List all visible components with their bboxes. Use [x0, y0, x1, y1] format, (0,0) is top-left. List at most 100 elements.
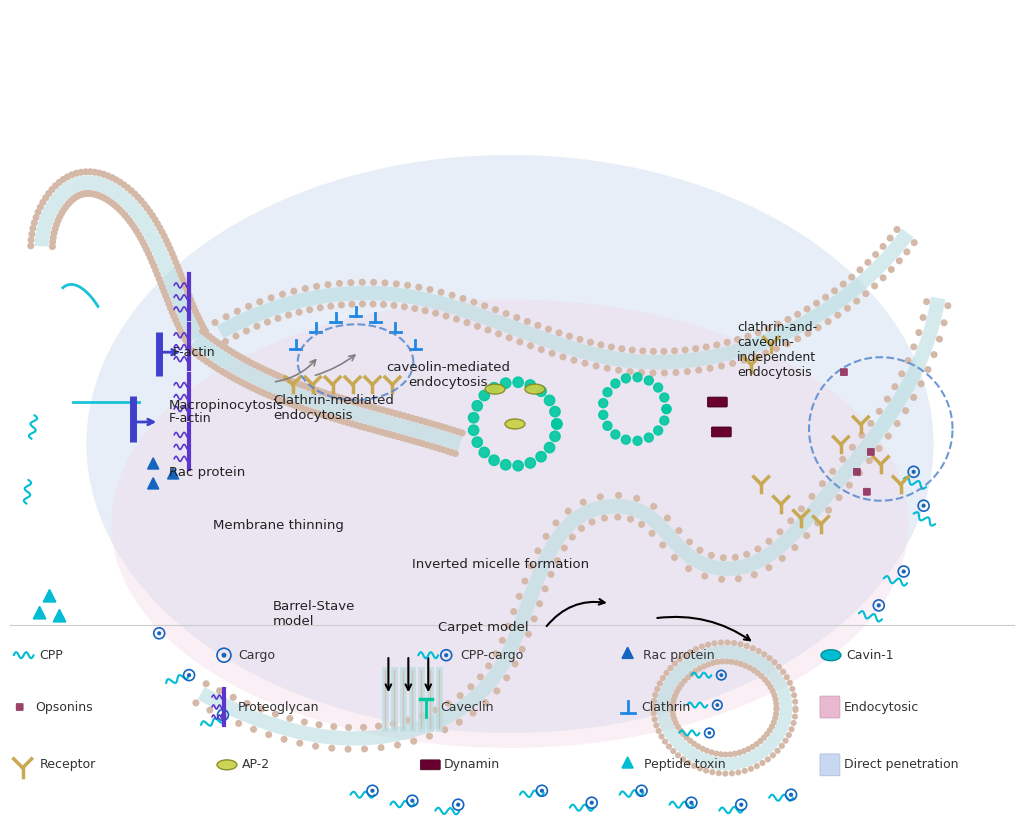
Circle shape	[232, 333, 240, 339]
Circle shape	[404, 716, 412, 724]
Circle shape	[432, 706, 439, 714]
Circle shape	[156, 275, 163, 282]
Circle shape	[481, 302, 488, 309]
Circle shape	[664, 515, 671, 521]
Circle shape	[710, 660, 716, 666]
Circle shape	[151, 263, 158, 269]
Circle shape	[578, 525, 585, 532]
Circle shape	[840, 280, 847, 288]
Text: Cargo: Cargo	[238, 649, 274, 661]
Circle shape	[670, 705, 676, 711]
Circle shape	[618, 345, 626, 352]
Circle shape	[856, 266, 863, 274]
Circle shape	[222, 370, 229, 377]
Circle shape	[660, 369, 668, 376]
Circle shape	[910, 344, 918, 350]
Circle shape	[201, 324, 207, 332]
Circle shape	[537, 600, 543, 607]
Circle shape	[944, 302, 951, 309]
Circle shape	[671, 716, 677, 722]
Circle shape	[411, 799, 414, 802]
Circle shape	[464, 319, 470, 326]
Circle shape	[769, 723, 775, 730]
Circle shape	[184, 289, 190, 295]
Circle shape	[659, 416, 669, 425]
Circle shape	[662, 404, 671, 414]
Circle shape	[527, 342, 535, 349]
Circle shape	[417, 417, 424, 424]
Circle shape	[780, 669, 786, 675]
Circle shape	[902, 570, 905, 573]
Circle shape	[728, 659, 734, 665]
Text: Carpet model: Carpet model	[438, 621, 528, 635]
Circle shape	[686, 539, 693, 545]
Circle shape	[161, 233, 168, 239]
Circle shape	[393, 280, 399, 288]
Circle shape	[281, 736, 288, 743]
Circle shape	[793, 706, 799, 711]
Circle shape	[137, 235, 144, 242]
Circle shape	[751, 571, 758, 578]
Circle shape	[329, 745, 335, 751]
Circle shape	[659, 541, 667, 549]
Circle shape	[121, 181, 127, 188]
Circle shape	[370, 279, 377, 286]
Circle shape	[773, 711, 779, 717]
Circle shape	[328, 303, 334, 309]
Circle shape	[164, 296, 171, 304]
Circle shape	[831, 287, 838, 294]
Circle shape	[287, 715, 293, 722]
Circle shape	[212, 338, 219, 345]
Circle shape	[187, 296, 195, 304]
Circle shape	[493, 651, 500, 657]
Circle shape	[793, 707, 799, 713]
Circle shape	[545, 395, 555, 405]
Circle shape	[174, 263, 181, 270]
Circle shape	[501, 460, 511, 470]
Circle shape	[582, 359, 589, 367]
Circle shape	[367, 403, 374, 410]
Circle shape	[672, 693, 678, 699]
Circle shape	[48, 186, 55, 193]
Circle shape	[447, 449, 455, 456]
Circle shape	[54, 217, 61, 224]
Circle shape	[691, 762, 697, 769]
Circle shape	[633, 436, 642, 445]
Circle shape	[752, 354, 759, 360]
Circle shape	[52, 183, 59, 189]
Circle shape	[668, 665, 674, 671]
Circle shape	[862, 290, 869, 297]
Circle shape	[896, 258, 903, 264]
Circle shape	[698, 644, 705, 650]
Circle shape	[840, 455, 846, 463]
Circle shape	[146, 254, 154, 261]
Circle shape	[633, 495, 640, 502]
Circle shape	[252, 361, 258, 369]
Circle shape	[872, 251, 880, 258]
Circle shape	[315, 721, 323, 728]
Circle shape	[322, 389, 329, 397]
Circle shape	[348, 420, 355, 427]
Circle shape	[654, 686, 660, 692]
Circle shape	[145, 250, 153, 258]
Circle shape	[344, 746, 351, 752]
Polygon shape	[35, 175, 203, 342]
Circle shape	[428, 443, 435, 450]
Circle shape	[416, 439, 423, 446]
Circle shape	[102, 195, 109, 202]
Circle shape	[332, 415, 339, 423]
Circle shape	[334, 394, 341, 400]
Circle shape	[755, 670, 761, 676]
Circle shape	[193, 350, 200, 357]
Circle shape	[527, 562, 535, 570]
Circle shape	[488, 383, 500, 393]
Circle shape	[525, 631, 531, 638]
Circle shape	[374, 428, 381, 435]
Circle shape	[676, 685, 682, 691]
Circle shape	[743, 643, 750, 649]
Circle shape	[202, 328, 209, 334]
Circle shape	[518, 646, 525, 653]
Circle shape	[722, 771, 728, 776]
Circle shape	[513, 377, 523, 388]
Circle shape	[494, 687, 501, 695]
